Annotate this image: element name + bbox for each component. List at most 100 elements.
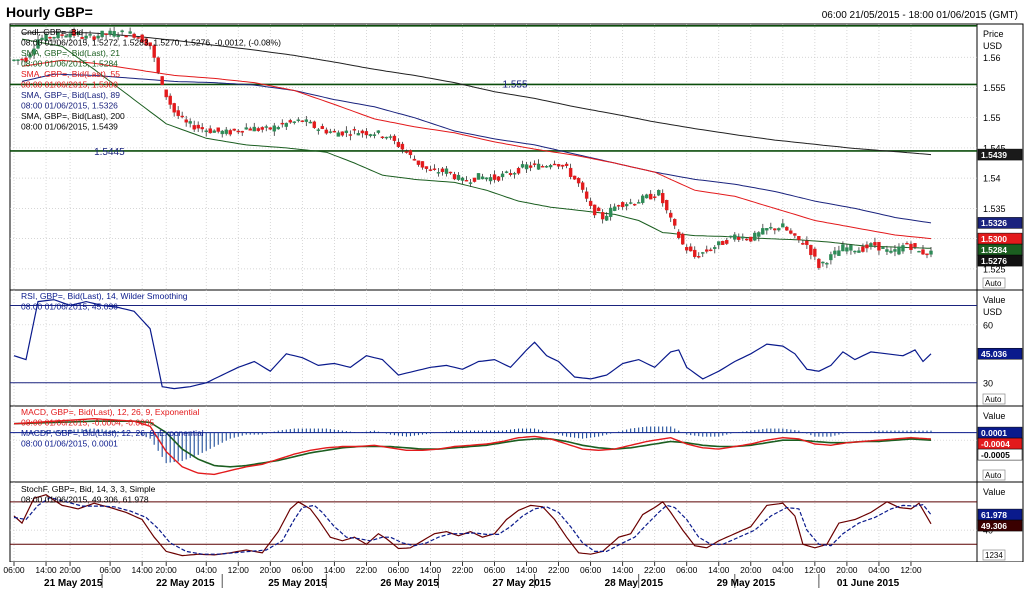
candle-body [48,37,52,39]
candle-body [208,128,212,134]
candle-body [769,226,773,229]
time-axis: 06:00 14:00 20:00 06:00 14:00 20:00 04:00 12:00… [0,562,1024,603]
candle-body [228,130,232,135]
auto-scale-label: 1234 [985,551,1003,560]
candle-body [188,121,192,124]
candle-body [657,190,661,196]
macd-panel: -0.0005 0.0001 Value Auto MACD, GBP=, Bid(La… [9,405,1024,483]
candle-body [236,130,240,133]
candle-body [797,236,801,241]
candle-body [749,236,753,242]
candle-body [504,171,509,173]
candle-body [488,177,493,182]
candle-body [809,244,813,256]
candle-body [260,127,264,130]
candle-body [564,163,569,166]
candle-body [268,127,272,130]
candle-body [60,34,64,36]
candle-body [472,177,477,182]
candle-body [432,168,437,170]
candle-body [528,165,533,168]
candle-body [484,177,489,180]
candle-body [112,31,116,37]
candle-body [24,57,28,62]
candle-body [72,29,76,36]
candle-body [681,233,685,245]
time-tick-label: 14:00 [516,565,538,575]
legend-entry: 08:00 01/06/2015, -0.0004, -0.0005 [21,418,155,428]
candle-body [841,244,845,252]
candle-body [604,215,609,221]
time-tick-label: 14:00 [324,565,346,575]
candle-body [412,158,417,161]
candle-body [348,134,353,136]
candle-body [256,128,260,131]
candle-body [632,203,637,206]
candle-body [893,249,897,252]
y-tick-label: 1.56 [983,53,1001,63]
time-tick-label: 14:00 [131,565,153,575]
candle-body [552,163,557,166]
candle-body [853,250,857,253]
candle-body [192,125,196,130]
legend-entry: SMA, GBP=, Bid(Last), 21 [21,48,120,58]
resistance-line-label: 1.555 [503,79,528,90]
candle-body [905,242,909,245]
candle-body [92,36,96,40]
legend-entry: 08:00 01/06/2015, 1.5439 [21,122,118,132]
legend-entry: 08:00 01/06/2015, 1.5272, 1.5283, 1.5270… [21,38,281,48]
candle-body [761,228,765,235]
candle-body [448,171,453,174]
y-tick-label: 30 [983,378,993,388]
candle-body [468,182,473,184]
candle-body [164,89,168,98]
candle-body [100,30,104,38]
time-tick-label: 22:00 [644,565,666,575]
candle-body [116,35,120,38]
candle-body [889,250,893,253]
time-tick-label: 14:00 [420,565,442,575]
panel-frame [9,481,978,563]
candle-body [877,241,881,251]
candle-body [212,130,216,133]
candle-body [697,256,701,258]
time-tick-label: 20:00 [260,565,282,575]
candle-body [284,122,288,127]
day-label: 01 June 2015 [837,578,900,589]
day-label: 27 May 2015 [493,578,552,589]
axis-unit: USD [983,41,1003,51]
auto-scale-button [982,277,1006,289]
candle-body [312,121,317,128]
candle-body [464,180,469,182]
legend-entry: SMA, GBP=, Bid(Last), 89 [21,90,120,100]
candle-body [376,130,381,133]
candle-body [244,127,248,130]
candle-body [773,228,777,231]
candle-body [520,164,525,168]
support-line-label: 1.5445 [94,147,125,158]
candle-body [532,163,537,165]
candle-body [232,128,236,131]
candle-body [608,207,613,217]
y-tick-label: 1.54 [983,174,1001,184]
candle-body [785,226,789,231]
candle-body [548,165,553,168]
last-value-label: 1.5300 [981,234,1007,244]
candle-body [296,119,301,121]
candle-body [849,245,853,251]
candle-body [272,125,276,132]
candle-body [897,246,901,255]
candle-body [424,166,429,169]
candle-body [152,45,156,58]
time-tick-label: 14:00 [708,565,730,575]
candle-body [248,128,252,131]
legend-entry: 08:00 01/06/2015, 1.5300 [21,80,118,90]
sma-21-line [21,38,932,249]
candle-body [40,37,44,40]
candle-body [596,207,601,212]
candle-body [184,119,188,123]
candle-body [64,35,68,38]
candle-body [677,231,681,238]
axis-title: Value [983,487,1005,497]
candle-body [132,33,136,38]
